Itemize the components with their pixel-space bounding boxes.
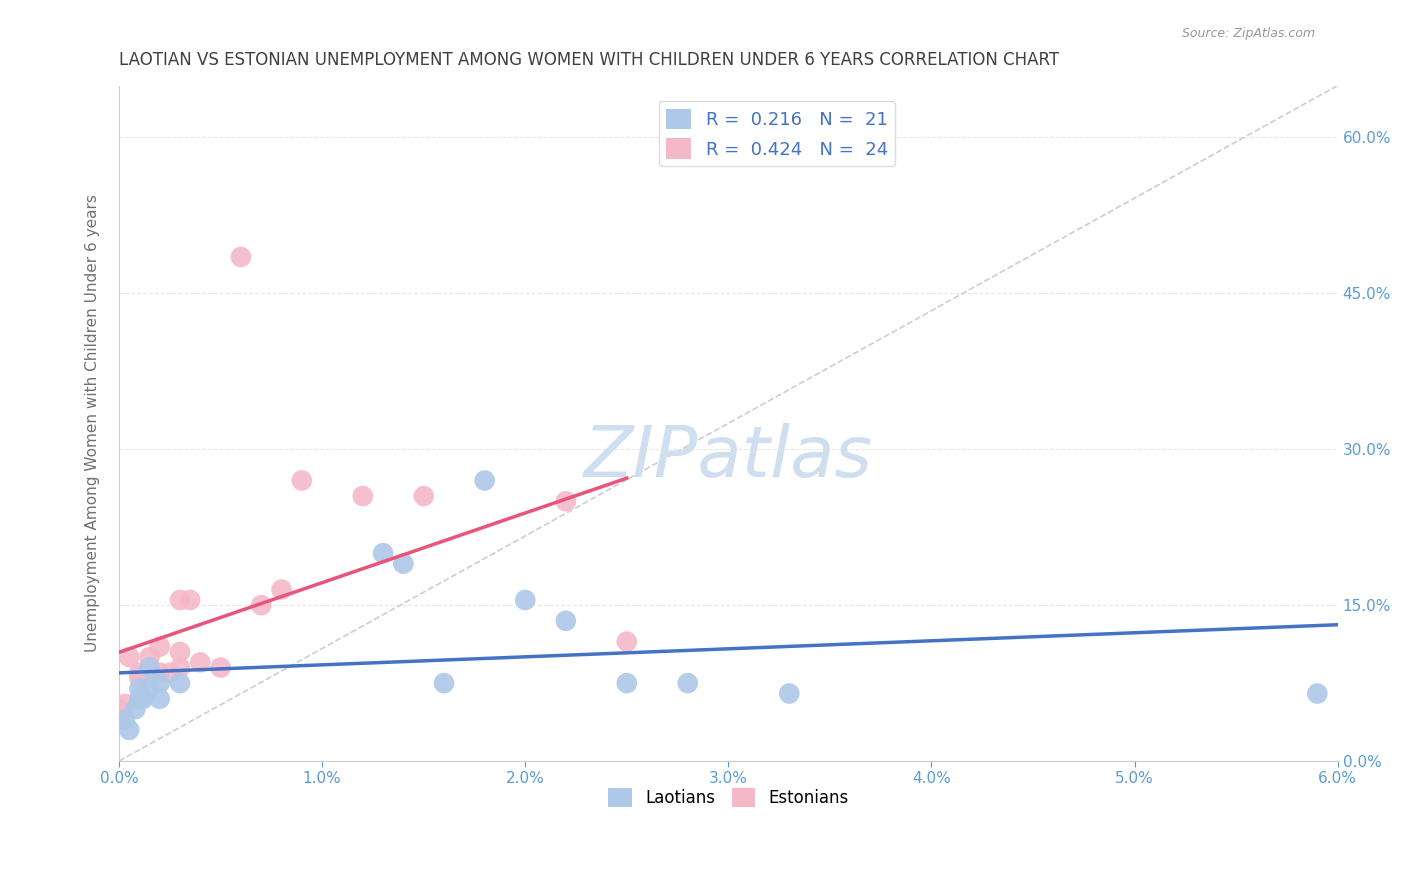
Point xyxy=(515,593,537,607)
Point xyxy=(179,593,201,607)
Text: Source: ZipAtlas.com: Source: ZipAtlas.com xyxy=(1181,27,1315,40)
Point xyxy=(433,676,456,690)
Point xyxy=(159,665,181,680)
Point xyxy=(554,614,576,628)
Point xyxy=(132,691,155,706)
Point xyxy=(124,702,146,716)
Point xyxy=(138,650,160,665)
Point xyxy=(128,671,150,685)
Point xyxy=(128,665,150,680)
Point xyxy=(778,686,800,700)
Point xyxy=(128,691,150,706)
Text: LAOTIAN VS ESTONIAN UNEMPLOYMENT AMONG WOMEN WITH CHILDREN UNDER 6 YEARS CORRELA: LAOTIAN VS ESTONIAN UNEMPLOYMENT AMONG W… xyxy=(120,51,1059,69)
Point xyxy=(138,660,160,674)
Point xyxy=(616,676,638,690)
Point xyxy=(229,250,252,264)
Point xyxy=(291,474,314,488)
Point xyxy=(169,660,191,674)
Point xyxy=(114,697,136,711)
Point xyxy=(169,676,191,690)
Point xyxy=(616,634,638,648)
Point xyxy=(169,593,191,607)
Point xyxy=(149,665,172,680)
Point xyxy=(554,494,576,508)
Point xyxy=(118,650,141,665)
Point xyxy=(412,489,434,503)
Point xyxy=(108,702,131,716)
Point xyxy=(118,723,141,737)
Text: ZIPatlas: ZIPatlas xyxy=(583,423,873,491)
Point xyxy=(114,713,136,727)
Point xyxy=(108,713,131,727)
Y-axis label: Unemployment Among Women with Children Under 6 years: Unemployment Among Women with Children U… xyxy=(86,194,100,652)
Point xyxy=(149,676,172,690)
Point xyxy=(149,691,172,706)
Point xyxy=(209,660,232,674)
Point xyxy=(149,640,172,654)
Point xyxy=(676,676,699,690)
Point xyxy=(188,656,211,670)
Point xyxy=(474,474,496,488)
Point xyxy=(392,557,415,571)
Point xyxy=(169,645,191,659)
Point xyxy=(1306,686,1329,700)
Point xyxy=(138,681,160,696)
Legend: Laotians, Estonians: Laotians, Estonians xyxy=(602,781,855,814)
Point xyxy=(250,598,273,612)
Point xyxy=(128,681,150,696)
Point xyxy=(352,489,374,503)
Point xyxy=(371,546,394,560)
Point xyxy=(270,582,292,597)
